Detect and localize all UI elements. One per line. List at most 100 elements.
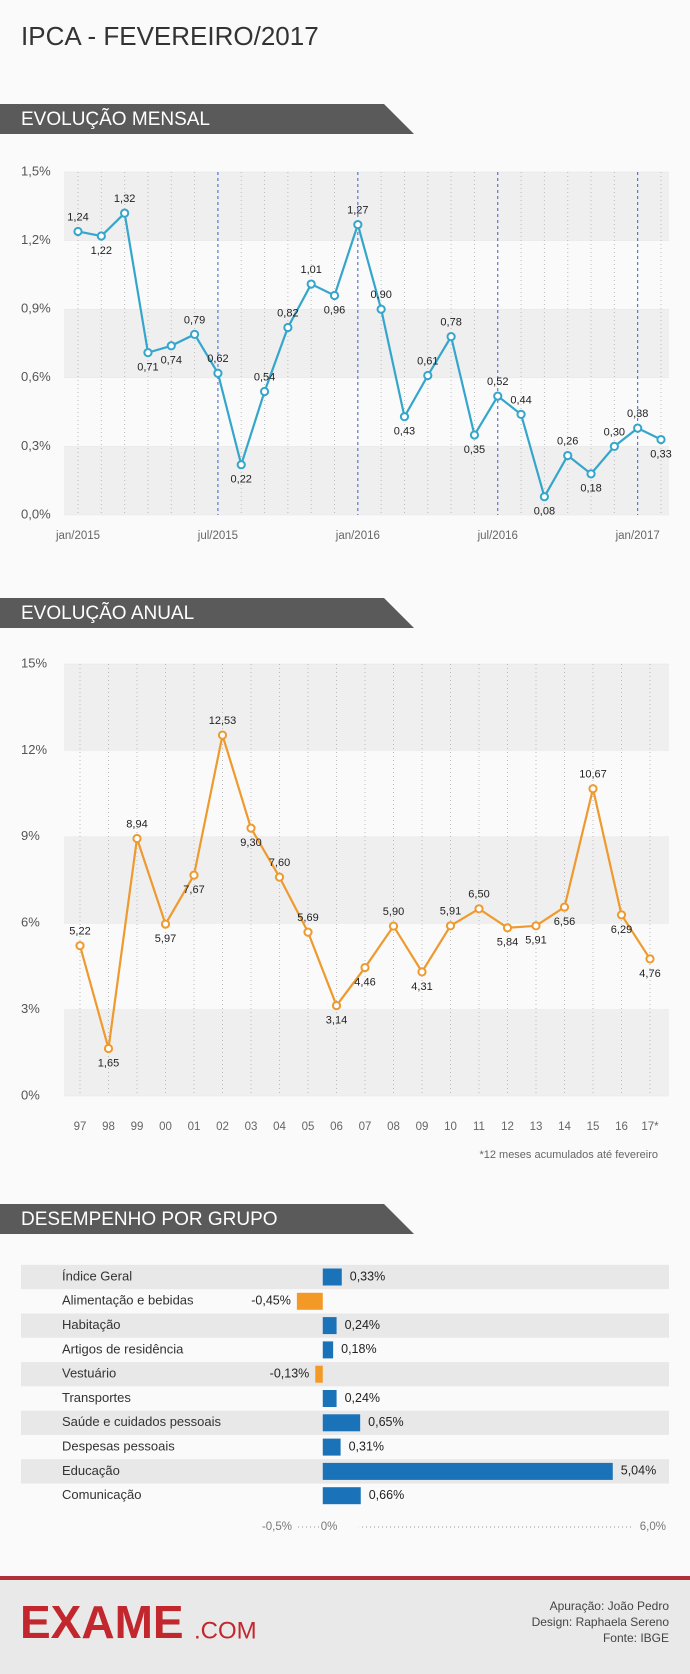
bar [322,1317,337,1335]
logo: EXAME [20,1596,184,1648]
x-tick-label: 0% [321,1521,338,1533]
point [502,923,513,933]
point [303,927,313,937]
x-tick-label: 07 [359,1121,372,1133]
point [559,902,570,912]
x-tick-label: 98 [102,1121,115,1133]
grid-band [64,446,669,515]
data-label: 4,46 [354,976,375,988]
y-tick-label: 0% [21,1087,40,1102]
tick-label-bg [632,1520,670,1534]
point [120,208,130,218]
logo-suffix: .COM [194,1617,257,1644]
footer-rule [0,1576,690,1580]
x-tick-label: jan/2017 [615,530,660,542]
x-tick-label: 03 [245,1121,258,1133]
data-label: 0,18 [580,483,601,495]
point [474,904,484,914]
grid-band [64,664,669,751]
bar [322,1414,361,1432]
data-label: 10,67 [579,769,607,781]
data-label: 0,38 [627,408,648,420]
point [160,919,171,929]
point [539,492,550,502]
point [633,423,643,433]
data-label: 0,24% [345,1391,380,1405]
x-tick-label: jul/2016 [477,530,518,542]
grid-band [64,1009,669,1096]
credit: Fonte: IBGE [603,1631,669,1645]
x-tick-label: 00 [159,1121,172,1133]
x-tick-label: 97 [74,1121,87,1133]
bar [322,1341,334,1359]
x-tick-label: 16 [615,1121,628,1133]
data-label: 7,60 [269,857,290,869]
y-tick-label: 0,6% [21,369,51,384]
y-tick-label: 6% [21,915,40,930]
y-tick-label: 0,0% [21,506,51,521]
x-tick-label: 15 [587,1121,600,1133]
data-label: 5,90 [383,906,404,918]
data-label: 0,61 [417,355,438,367]
data-label: 6,29 [611,924,632,936]
data-label: 1,01 [300,264,321,276]
category-label: Transportes [62,1390,131,1405]
data-label: 6,50 [468,889,489,901]
point [446,332,456,342]
x-tick-label: 10 [444,1121,457,1133]
row-band [21,1362,669,1387]
point [236,460,246,470]
bar [322,1268,342,1286]
bar [322,1438,341,1456]
bar [315,1365,323,1383]
data-label: 0,33% [350,1269,385,1283]
data-label: 0,44 [510,394,531,406]
x-tick-label: 02 [216,1121,229,1133]
point [645,954,655,964]
category-label: Educação [62,1463,120,1478]
data-label: 5,04% [621,1464,656,1478]
x-tick-label: jul/2015 [197,530,238,542]
point [329,290,340,301]
point [189,870,199,880]
x-tick-label: 17* [641,1121,659,1133]
data-label: 5,97 [155,933,176,945]
point [531,921,541,931]
data-label: 0,62 [207,353,228,365]
credit: Design: Raphaela Sereno [532,1615,670,1629]
data-label: 7,67 [183,884,204,896]
x-tick-label: 09 [416,1121,429,1133]
data-label: 1,32 [114,193,135,205]
data-label: 1,22 [91,245,112,257]
category-label: Vestuário [62,1366,116,1381]
y-tick-label: 9% [21,828,40,843]
category-label: Saúde e cuidados pessoais [62,1414,222,1429]
section-title: DESEMPENHO POR GRUPO [21,1209,278,1230]
point [376,304,386,314]
x-tick-label: 11 [473,1121,485,1133]
y-tick-label: 3% [21,1001,40,1016]
data-label: 0,35 [464,444,485,456]
data-label: 4,31 [411,981,432,993]
category-label: Índice Geral [62,1268,132,1283]
bar [296,1292,323,1310]
data-label: 0,96 [324,304,345,316]
x-tick-label: 13 [530,1121,543,1133]
point [306,279,316,289]
bar [322,1390,337,1407]
point [388,921,399,931]
point [132,833,142,844]
point [75,941,85,951]
data-label: 6,56 [554,916,575,928]
x-tick-label: -0,5% [262,1521,292,1533]
tick-label-bg [258,1520,296,1534]
point [609,441,619,451]
tick-label-bg [320,1520,359,1534]
data-label: 0,71 [137,362,158,374]
point [516,409,526,419]
x-tick-label: 6,0% [640,1521,666,1533]
point [190,329,200,339]
point [656,434,666,445]
x-tick-label: 05 [302,1121,315,1133]
